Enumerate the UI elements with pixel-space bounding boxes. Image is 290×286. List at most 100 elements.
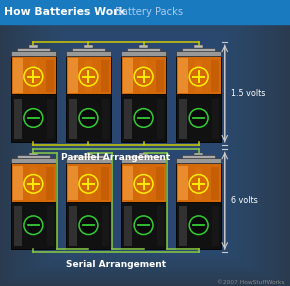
- Bar: [121, 51, 166, 56]
- Bar: [121, 94, 166, 142]
- Bar: [46, 59, 54, 92]
- Bar: [26, 13, 264, 273]
- Bar: [211, 167, 219, 200]
- Bar: [176, 202, 221, 249]
- Bar: [140, 167, 147, 200]
- Bar: [35, 17, 255, 269]
- Bar: [44, 21, 246, 265]
- Bar: [72, 47, 105, 51]
- Bar: [123, 166, 133, 200]
- Bar: [84, 153, 93, 155]
- Bar: [57, 28, 233, 258]
- Bar: [178, 58, 188, 93]
- Text: Serial Arrangement: Serial Arrangement: [66, 260, 166, 269]
- Bar: [139, 153, 148, 155]
- Bar: [121, 163, 166, 202]
- Circle shape: [79, 174, 98, 193]
- Circle shape: [134, 67, 153, 86]
- Bar: [157, 206, 164, 247]
- Bar: [176, 56, 221, 94]
- Bar: [11, 158, 56, 163]
- Circle shape: [134, 174, 153, 193]
- Bar: [140, 59, 147, 92]
- Bar: [66, 202, 111, 249]
- Text: 6 volts: 6 volts: [231, 196, 258, 205]
- Bar: [182, 47, 215, 51]
- Bar: [70, 34, 220, 252]
- Bar: [68, 58, 78, 93]
- Bar: [182, 155, 215, 158]
- Bar: [101, 167, 109, 200]
- Bar: [30, 59, 37, 92]
- Bar: [176, 51, 221, 56]
- Bar: [46, 167, 54, 200]
- Circle shape: [189, 109, 208, 127]
- Bar: [30, 15, 260, 271]
- Bar: [61, 30, 229, 256]
- Bar: [11, 163, 56, 202]
- Bar: [11, 94, 56, 142]
- Bar: [139, 45, 148, 47]
- Bar: [74, 36, 216, 249]
- Bar: [22, 11, 268, 275]
- Bar: [83, 41, 207, 245]
- Bar: [14, 99, 22, 139]
- Text: ©2007 HowStuffWorks: ©2007 HowStuffWorks: [217, 280, 284, 285]
- Bar: [47, 206, 54, 247]
- Bar: [17, 47, 50, 51]
- Bar: [194, 45, 203, 47]
- Circle shape: [134, 216, 153, 235]
- Bar: [212, 99, 219, 139]
- Bar: [0, 0, 290, 24]
- Bar: [66, 94, 111, 142]
- Text: 1.5 volts: 1.5 volts: [231, 89, 266, 98]
- Bar: [72, 155, 105, 158]
- Bar: [84, 45, 93, 47]
- Bar: [39, 19, 251, 267]
- Bar: [101, 59, 109, 92]
- Bar: [178, 166, 188, 200]
- Bar: [11, 56, 56, 94]
- Bar: [179, 206, 187, 247]
- Bar: [176, 163, 221, 202]
- Circle shape: [24, 109, 43, 127]
- Bar: [102, 99, 109, 139]
- Bar: [121, 56, 166, 94]
- Bar: [66, 163, 111, 202]
- Circle shape: [24, 67, 43, 86]
- Circle shape: [79, 109, 98, 127]
- Text: How Batteries Work: How Batteries Work: [4, 7, 126, 17]
- Circle shape: [24, 216, 43, 235]
- Circle shape: [134, 109, 153, 127]
- Bar: [176, 158, 221, 163]
- Bar: [65, 32, 225, 254]
- Bar: [85, 167, 92, 200]
- Bar: [13, 58, 23, 93]
- Circle shape: [79, 67, 98, 86]
- Bar: [66, 56, 111, 94]
- Circle shape: [189, 67, 208, 86]
- Bar: [121, 158, 166, 163]
- Bar: [124, 99, 132, 139]
- Text: Parallel Arrangement: Parallel Arrangement: [61, 153, 171, 162]
- Bar: [13, 166, 23, 200]
- Text: Battery Packs: Battery Packs: [115, 7, 183, 17]
- Bar: [127, 47, 160, 51]
- Bar: [30, 167, 37, 200]
- Bar: [69, 99, 77, 139]
- Bar: [68, 166, 78, 200]
- Bar: [48, 23, 242, 263]
- Bar: [11, 202, 56, 249]
- Bar: [121, 202, 166, 249]
- Bar: [69, 206, 77, 247]
- Bar: [29, 153, 38, 155]
- Bar: [29, 45, 38, 47]
- Bar: [179, 99, 187, 139]
- Bar: [17, 155, 50, 158]
- Bar: [194, 153, 203, 155]
- Circle shape: [189, 216, 208, 235]
- Bar: [195, 167, 202, 200]
- Bar: [66, 51, 111, 56]
- Bar: [124, 206, 132, 247]
- Bar: [127, 155, 160, 158]
